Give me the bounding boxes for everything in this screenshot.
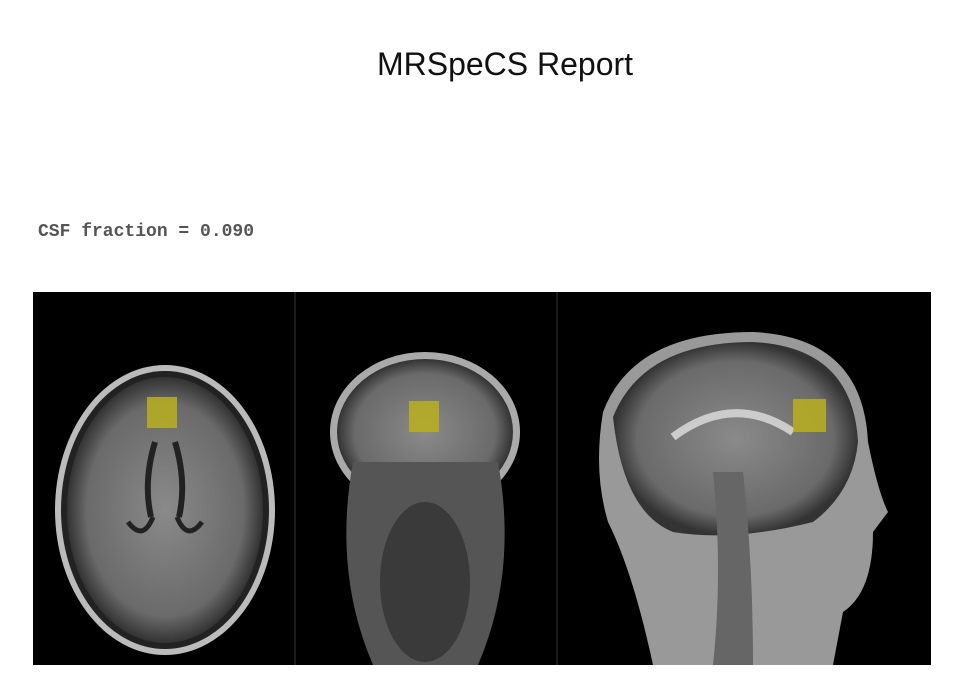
coronal-view <box>330 352 520 665</box>
result-line: CSF fraction = 0.090 <box>38 222 255 242</box>
axial-view <box>55 365 275 655</box>
sagittal-view <box>599 332 888 665</box>
report-title: MRSpeCS Report <box>376 46 634 82</box>
mri-panels <box>33 292 931 665</box>
